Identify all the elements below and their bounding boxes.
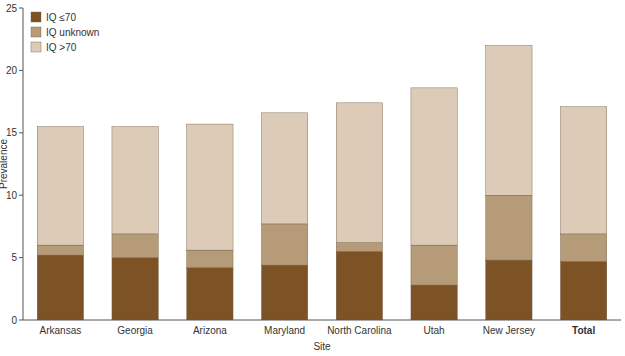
y-axis-title: Prevalence (0, 139, 9, 189)
y-tick-label: 10 (6, 190, 18, 201)
bar-segment (560, 107, 606, 234)
y-tick-label: 25 (6, 3, 18, 14)
y-tick-label: 20 (6, 65, 18, 76)
bar-segment (187, 124, 233, 250)
bar-segment (486, 45, 532, 195)
bars (37, 45, 607, 320)
y-axis (23, 8, 24, 320)
bar-segment (112, 258, 158, 320)
bar-segment (261, 265, 307, 320)
bar-segment (187, 268, 233, 320)
y-tick-label: 5 (11, 252, 17, 263)
x-axis-title: Site (313, 341, 331, 352)
x-tick-label: Georgia (117, 325, 153, 336)
bar-segment (336, 243, 382, 252)
y-tick (19, 320, 23, 321)
bar-segment (411, 245, 457, 285)
x-tick-label: New Jersey (483, 325, 535, 336)
bar-segment (560, 261, 606, 320)
x-tick-label: Maryland (264, 325, 305, 336)
bar-segment (411, 285, 457, 320)
bar-segment (37, 255, 83, 320)
y-tick-label: 0 (11, 315, 17, 326)
bar-segment (336, 103, 382, 243)
legend-label: IQ >70 (46, 42, 77, 53)
bar-segment (112, 234, 158, 258)
legend-label: IQ ≤70 (46, 12, 76, 23)
y-tick-label: 15 (6, 127, 18, 138)
bar-segment (486, 260, 532, 320)
bar-segment (37, 245, 83, 255)
x-tick-label: Total (572, 325, 595, 336)
legend: IQ ≤70 IQ unknown IQ >70 (31, 12, 99, 53)
legend-label: IQ unknown (46, 27, 99, 38)
legend-swatch (31, 12, 41, 22)
bar-segment (560, 234, 606, 261)
x-tick-label: Utah (424, 325, 445, 336)
bar-segment (336, 251, 382, 320)
y-tick (19, 195, 23, 196)
bar-segment (486, 195, 532, 260)
x-tick-label: North Carolina (327, 325, 392, 336)
bar-segment (187, 250, 233, 267)
bar-segment (411, 88, 457, 245)
chart: 0 5 10 15 20 25 Arkansas Georgia Arizona Maryland… (0, 0, 625, 356)
y-tick (19, 132, 23, 133)
y-tick (19, 70, 23, 71)
x-tick-label: Arkansas (40, 325, 82, 336)
bar-segment (261, 113, 307, 224)
bar-segment (37, 127, 83, 246)
x-axis (23, 320, 621, 321)
x-tick-label: Arizona (193, 325, 227, 336)
bar-segment (261, 224, 307, 265)
y-tick (19, 257, 23, 258)
legend-swatch (31, 42, 41, 52)
bar-segment (112, 127, 158, 234)
legend-swatch (31, 27, 41, 37)
y-tick (19, 8, 23, 9)
